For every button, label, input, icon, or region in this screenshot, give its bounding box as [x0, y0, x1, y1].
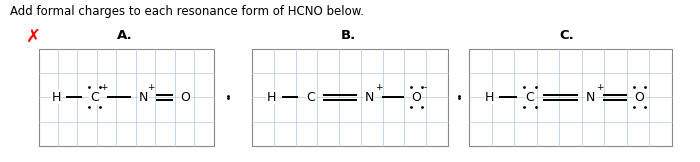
Text: N: N — [365, 91, 374, 104]
Text: O: O — [412, 91, 421, 104]
Text: H: H — [267, 91, 276, 104]
Text: N: N — [139, 91, 148, 104]
Text: +: + — [596, 83, 603, 92]
Text: +: + — [100, 83, 108, 92]
Bar — [252, 49, 448, 146]
Text: C: C — [307, 91, 315, 104]
Text: C.: C. — [559, 29, 575, 42]
Text: B.: B. — [340, 29, 356, 42]
Text: A.: A. — [117, 29, 132, 42]
Text: Add formal charges to each resonance form of HCNO below.: Add formal charges to each resonance for… — [10, 5, 365, 18]
Text: +: + — [374, 83, 382, 92]
Text: -: - — [424, 83, 427, 92]
Text: H: H — [484, 91, 494, 104]
Text: ✗: ✗ — [26, 27, 41, 46]
Text: N: N — [586, 91, 596, 104]
Bar — [469, 49, 672, 146]
Text: C: C — [90, 91, 99, 104]
Text: H: H — [51, 91, 61, 104]
Text: O: O — [181, 91, 190, 104]
Bar — [38, 49, 214, 146]
Text: +: + — [147, 83, 154, 92]
Text: O: O — [635, 91, 645, 104]
Text: C: C — [526, 91, 534, 104]
